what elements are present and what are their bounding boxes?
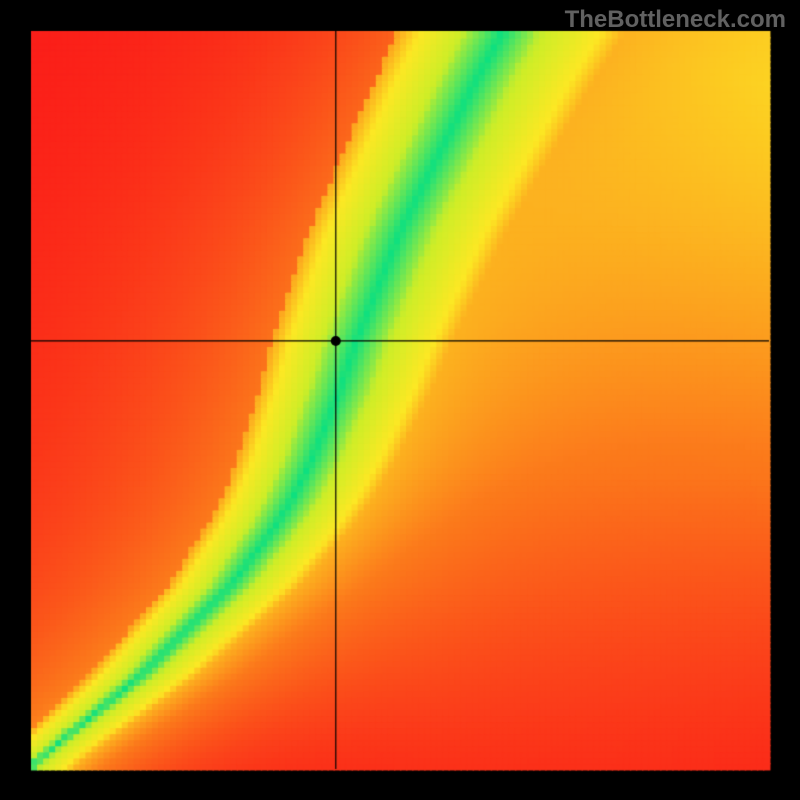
watermark-text: TheBottleneck.com	[565, 6, 786, 34]
bottleneck-heatmap	[0, 0, 800, 800]
